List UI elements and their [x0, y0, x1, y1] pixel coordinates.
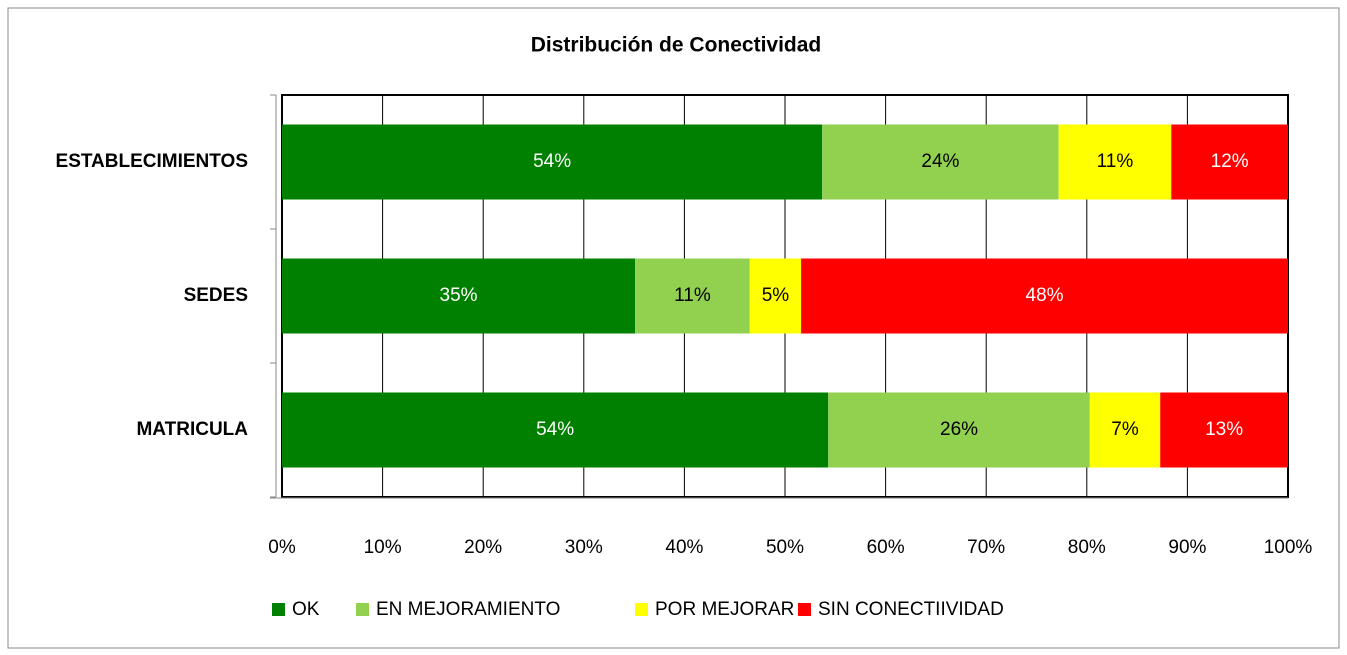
x-tick-label: 60%: [867, 537, 905, 558]
legend-swatch: [635, 603, 648, 616]
x-tick-label: 10%: [364, 537, 402, 558]
bar-segment: [828, 392, 1090, 468]
x-tick-label: 40%: [665, 537, 703, 558]
legend-label: SIN CONECTIIVIDAD: [818, 599, 1004, 620]
legend-swatch: [798, 603, 811, 616]
legend-label: POR MEJORAR: [655, 599, 794, 620]
data-label: 48%: [1026, 285, 1064, 306]
x-tick-label: 20%: [464, 537, 502, 558]
y-tick-label: SEDES: [184, 285, 248, 306]
data-label: 11%: [674, 285, 711, 306]
legend-swatch: [272, 603, 285, 616]
data-label: 11%: [1097, 151, 1134, 172]
bar-segment: [1171, 124, 1288, 200]
data-label: 5%: [762, 285, 790, 306]
data-label: 26%: [940, 419, 978, 440]
legend-label: OK: [292, 599, 320, 620]
legend-label: EN MEJORAMIENTO: [376, 599, 560, 620]
x-tick-label: 100%: [1264, 537, 1313, 558]
bar-segment: [749, 258, 802, 334]
x-tick-label: 0%: [268, 537, 296, 558]
x-tick-label: 30%: [565, 537, 603, 558]
bar-segment: [282, 392, 829, 468]
data-label: 35%: [440, 285, 478, 306]
legend-swatch: [356, 603, 369, 616]
data-label: 12%: [1211, 151, 1249, 172]
x-tick-label: 50%: [766, 537, 804, 558]
y-tick-label: ESTABLECIMIENTOS: [56, 151, 248, 172]
data-label: 7%: [1111, 419, 1139, 440]
bar-segment: [822, 124, 1059, 200]
bar-segment: [635, 258, 750, 334]
bar-segment: [1058, 124, 1172, 200]
bar-segment: [1089, 392, 1161, 468]
x-tick-label: 70%: [967, 537, 1005, 558]
data-label: 54%: [536, 419, 574, 440]
bar-segment: [1160, 392, 1288, 468]
x-tick-label: 80%: [1068, 537, 1106, 558]
bar-segment: [282, 124, 823, 200]
data-label: 24%: [921, 151, 959, 172]
data-label: 13%: [1205, 419, 1243, 440]
y-tick-label: MATRICULA: [136, 419, 248, 440]
chart-title: Distribución de Conectividad: [531, 34, 822, 57]
data-label: 54%: [533, 151, 571, 172]
bar-segment: [282, 258, 636, 334]
x-tick-label: 90%: [1168, 537, 1206, 558]
bar-segment: [801, 258, 1288, 334]
